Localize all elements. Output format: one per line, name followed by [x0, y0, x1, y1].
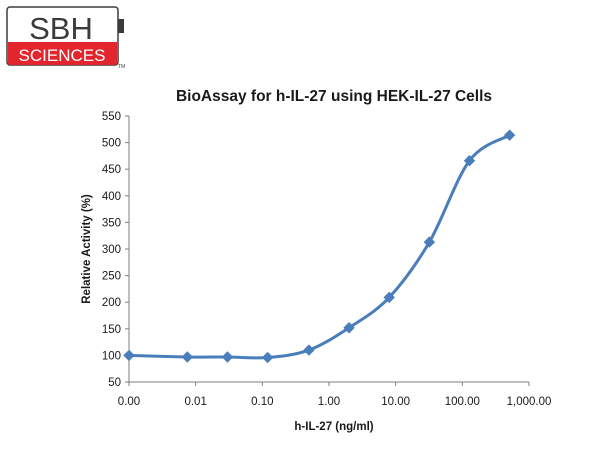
y-tick-label: 400: [102, 191, 121, 203]
chart-title: BioAssay for h-IL-27 using HEK-IL-27 Cel…: [176, 88, 492, 105]
logo-trademark: TM: [118, 64, 125, 68]
x-tick-label: 1.00: [318, 396, 340, 408]
y-tick-label: 300: [102, 244, 121, 256]
y-tick-label: 350: [102, 217, 121, 229]
y-tick-label: 450: [102, 164, 121, 176]
y-tick-label: 100: [102, 350, 121, 362]
data-point-marker: [343, 322, 355, 334]
x-axis-ticks: 0.00 0.01 0.10 1.00 10.00 100.00 1,000.00: [118, 382, 552, 408]
y-tick-label: 200: [102, 297, 121, 309]
y-axis-label: Relative Activity (%): [81, 194, 93, 304]
data-point-marker: [423, 236, 436, 248]
data-point-marker: [221, 351, 234, 363]
x-axis-label: h-IL-27 (ng/ml): [294, 421, 373, 433]
logo-graphic: SBH SCIENCES TM: [6, 6, 125, 70]
sbh-sciences-logo: SBH SCIENCES TM: [6, 6, 128, 70]
y-tick-label: 150: [102, 324, 121, 336]
logo-text-sciences: SCIENCES: [19, 46, 106, 65]
data-point-marker: [503, 129, 516, 141]
data-point-marker: [303, 344, 315, 356]
data-point-marker: [123, 349, 135, 362]
data-point-marker: [261, 351, 274, 364]
x-tick-label: 0.00: [118, 396, 140, 408]
y-tick-label: 550: [102, 111, 121, 123]
x-tick-label: 100.00: [445, 396, 480, 408]
series-line: [127, 133, 512, 360]
data-point-marker: [383, 291, 395, 304]
logo-text-sbh: SBH: [29, 11, 93, 46]
series-group: [123, 129, 516, 364]
y-tick-label: 50: [108, 377, 121, 389]
x-tick-label: 0.10: [251, 396, 273, 408]
data-point-marker: [463, 154, 476, 167]
data-point-marker: [181, 351, 194, 363]
y-tick-label: 500: [102, 138, 121, 150]
y-axis-ticks: 50 100 150 200 250 300 350 400 450 500 550: [102, 111, 129, 389]
y-tick-label: 250: [102, 271, 121, 283]
x-tick-label: 1,000.00: [507, 396, 552, 408]
x-tick-label: 10.00: [381, 396, 410, 408]
x-tick-label: 0.01: [184, 396, 206, 408]
